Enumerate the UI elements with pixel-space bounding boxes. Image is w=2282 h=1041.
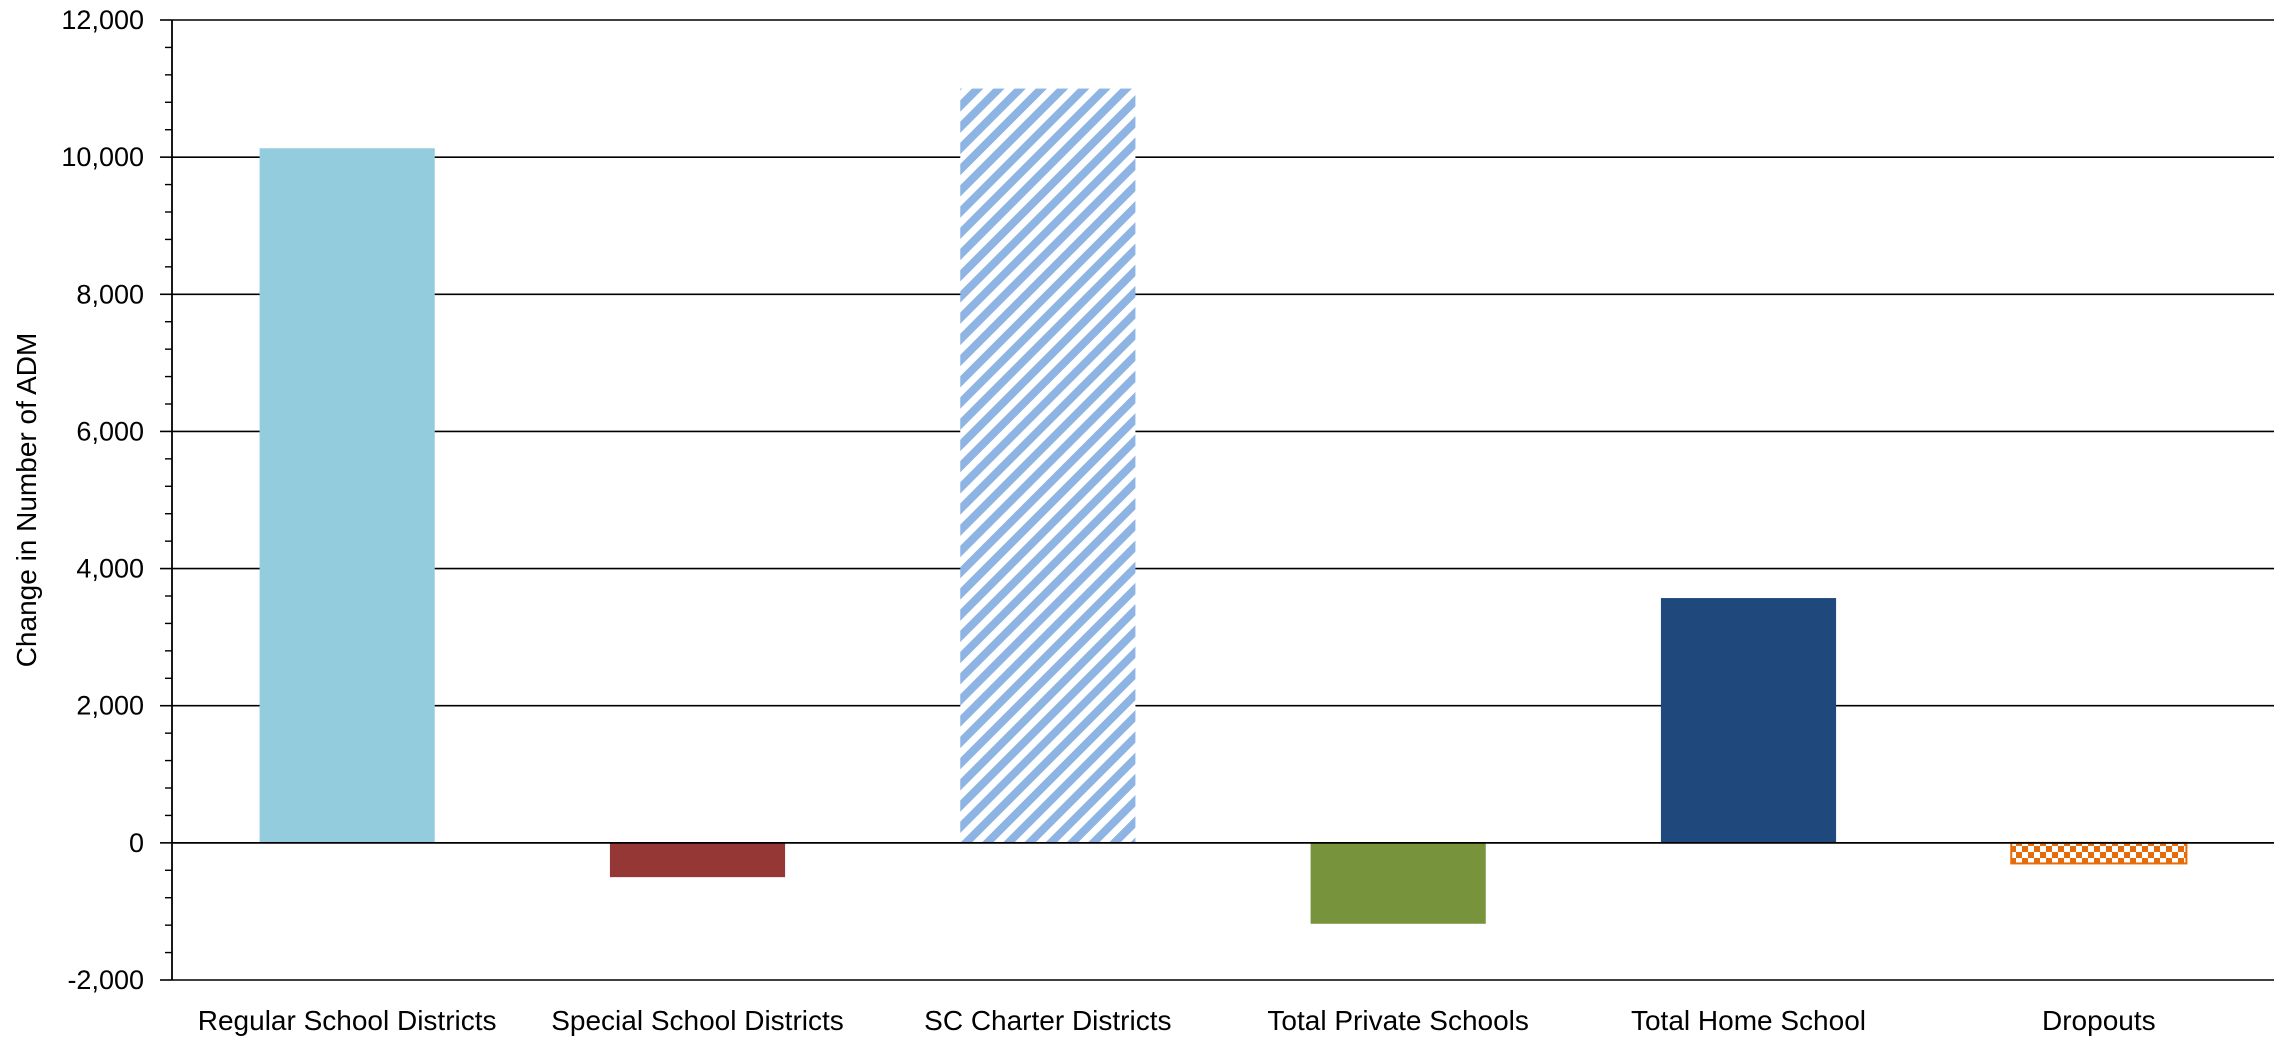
bar-special-school-districts [609, 842, 786, 878]
y-tick-label: 4,000 [76, 554, 144, 584]
bar-total-home-school [1660, 598, 1837, 843]
gridlines [160, 19, 2274, 981]
y-tick-label: 10,000 [61, 142, 144, 172]
bar-dropouts [2010, 841, 2188, 865]
y-tick-label: 0 [129, 828, 144, 858]
bars [259, 88, 2188, 924]
x-category-label: Dropouts [2042, 1005, 2156, 1036]
x-category-label: SC Charter Districts [924, 1005, 1171, 1036]
x-category-labels: Regular School Districts Special School D… [198, 1005, 2156, 1036]
y-tick-label: 2,000 [76, 691, 144, 721]
y-tick-labels: -2,000 0 2,000 4,000 6,000 8,000 10,000 12,000 [61, 5, 144, 995]
y-tick-label: 8,000 [76, 279, 144, 309]
y-axis-title: Change in Number of ADM [11, 333, 42, 668]
y-axis-minor-ticks [165, 46, 172, 954]
x-category-label: Special School Districts [551, 1005, 844, 1036]
x-category-label: Total Home School [1631, 1005, 1866, 1036]
bar-regular-school-districts [259, 148, 435, 843]
x-category-label: Regular School Districts [198, 1005, 497, 1036]
y-tick-label: 12,000 [61, 5, 144, 35]
y-tick-label: -2,000 [67, 965, 144, 995]
bar-total-private-schools [1310, 842, 1486, 924]
bar-sc-charter-districts [960, 88, 1136, 843]
x-category-label: Total Private Schools [1267, 1005, 1528, 1036]
y-tick-label: 6,000 [76, 416, 144, 446]
